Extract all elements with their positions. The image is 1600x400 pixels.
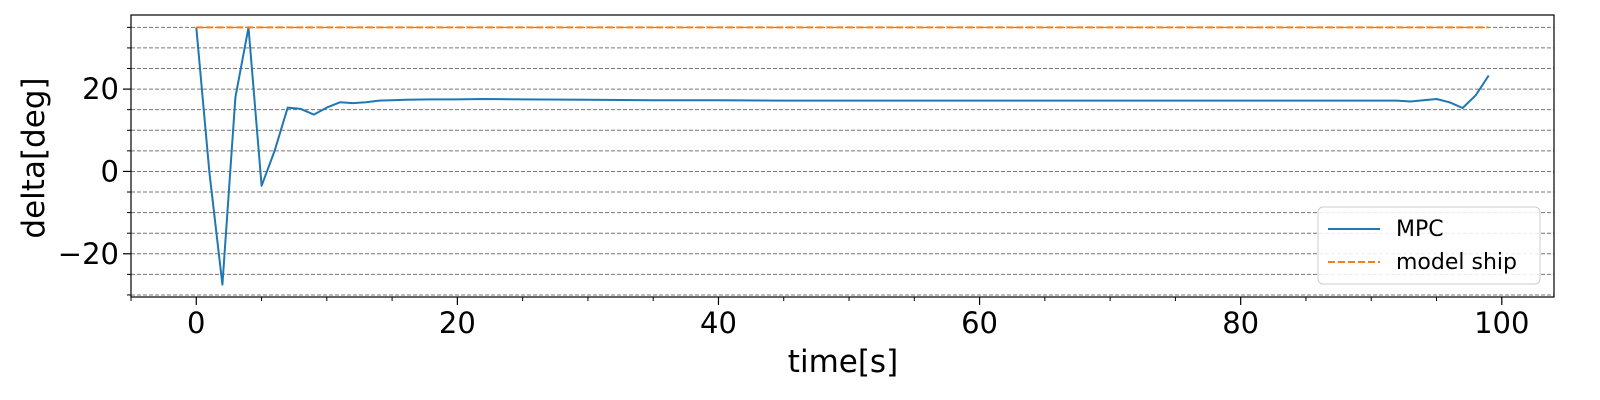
series-line-mpc (195, 26, 1490, 286)
x-tick-label: 20 (439, 306, 476, 340)
y-minor-ticks (127, 26, 131, 296)
legend-label-mpc: MPC (1396, 217, 1444, 242)
x-tick-label: 60 (961, 306, 998, 340)
x-tick-label: 40 (700, 306, 737, 340)
y-axis: −20 0 20 (58, 72, 131, 271)
y-axis-title: delta[deg] (16, 77, 52, 238)
y-tick-label: 0 (101, 154, 119, 188)
legend: MPC model ship (1317, 206, 1541, 285)
x-tick-label: 80 (1222, 306, 1259, 340)
x-tick-label: 0 (187, 306, 205, 340)
series-lines (195, 26, 1490, 286)
x-minor-ticks (130, 297, 1438, 301)
y-tick-label: −20 (58, 237, 119, 271)
plot-frame (130, 14, 1555, 298)
x-tick-label: 100 (1474, 306, 1529, 340)
y-tick-label: 20 (82, 72, 119, 106)
legend-box (1317, 206, 1541, 285)
x-axis: 0 20 40 60 80 100 (187, 297, 1529, 340)
x-axis-title: time[s] (788, 344, 898, 380)
legend-label-model-ship: model ship (1396, 250, 1517, 275)
